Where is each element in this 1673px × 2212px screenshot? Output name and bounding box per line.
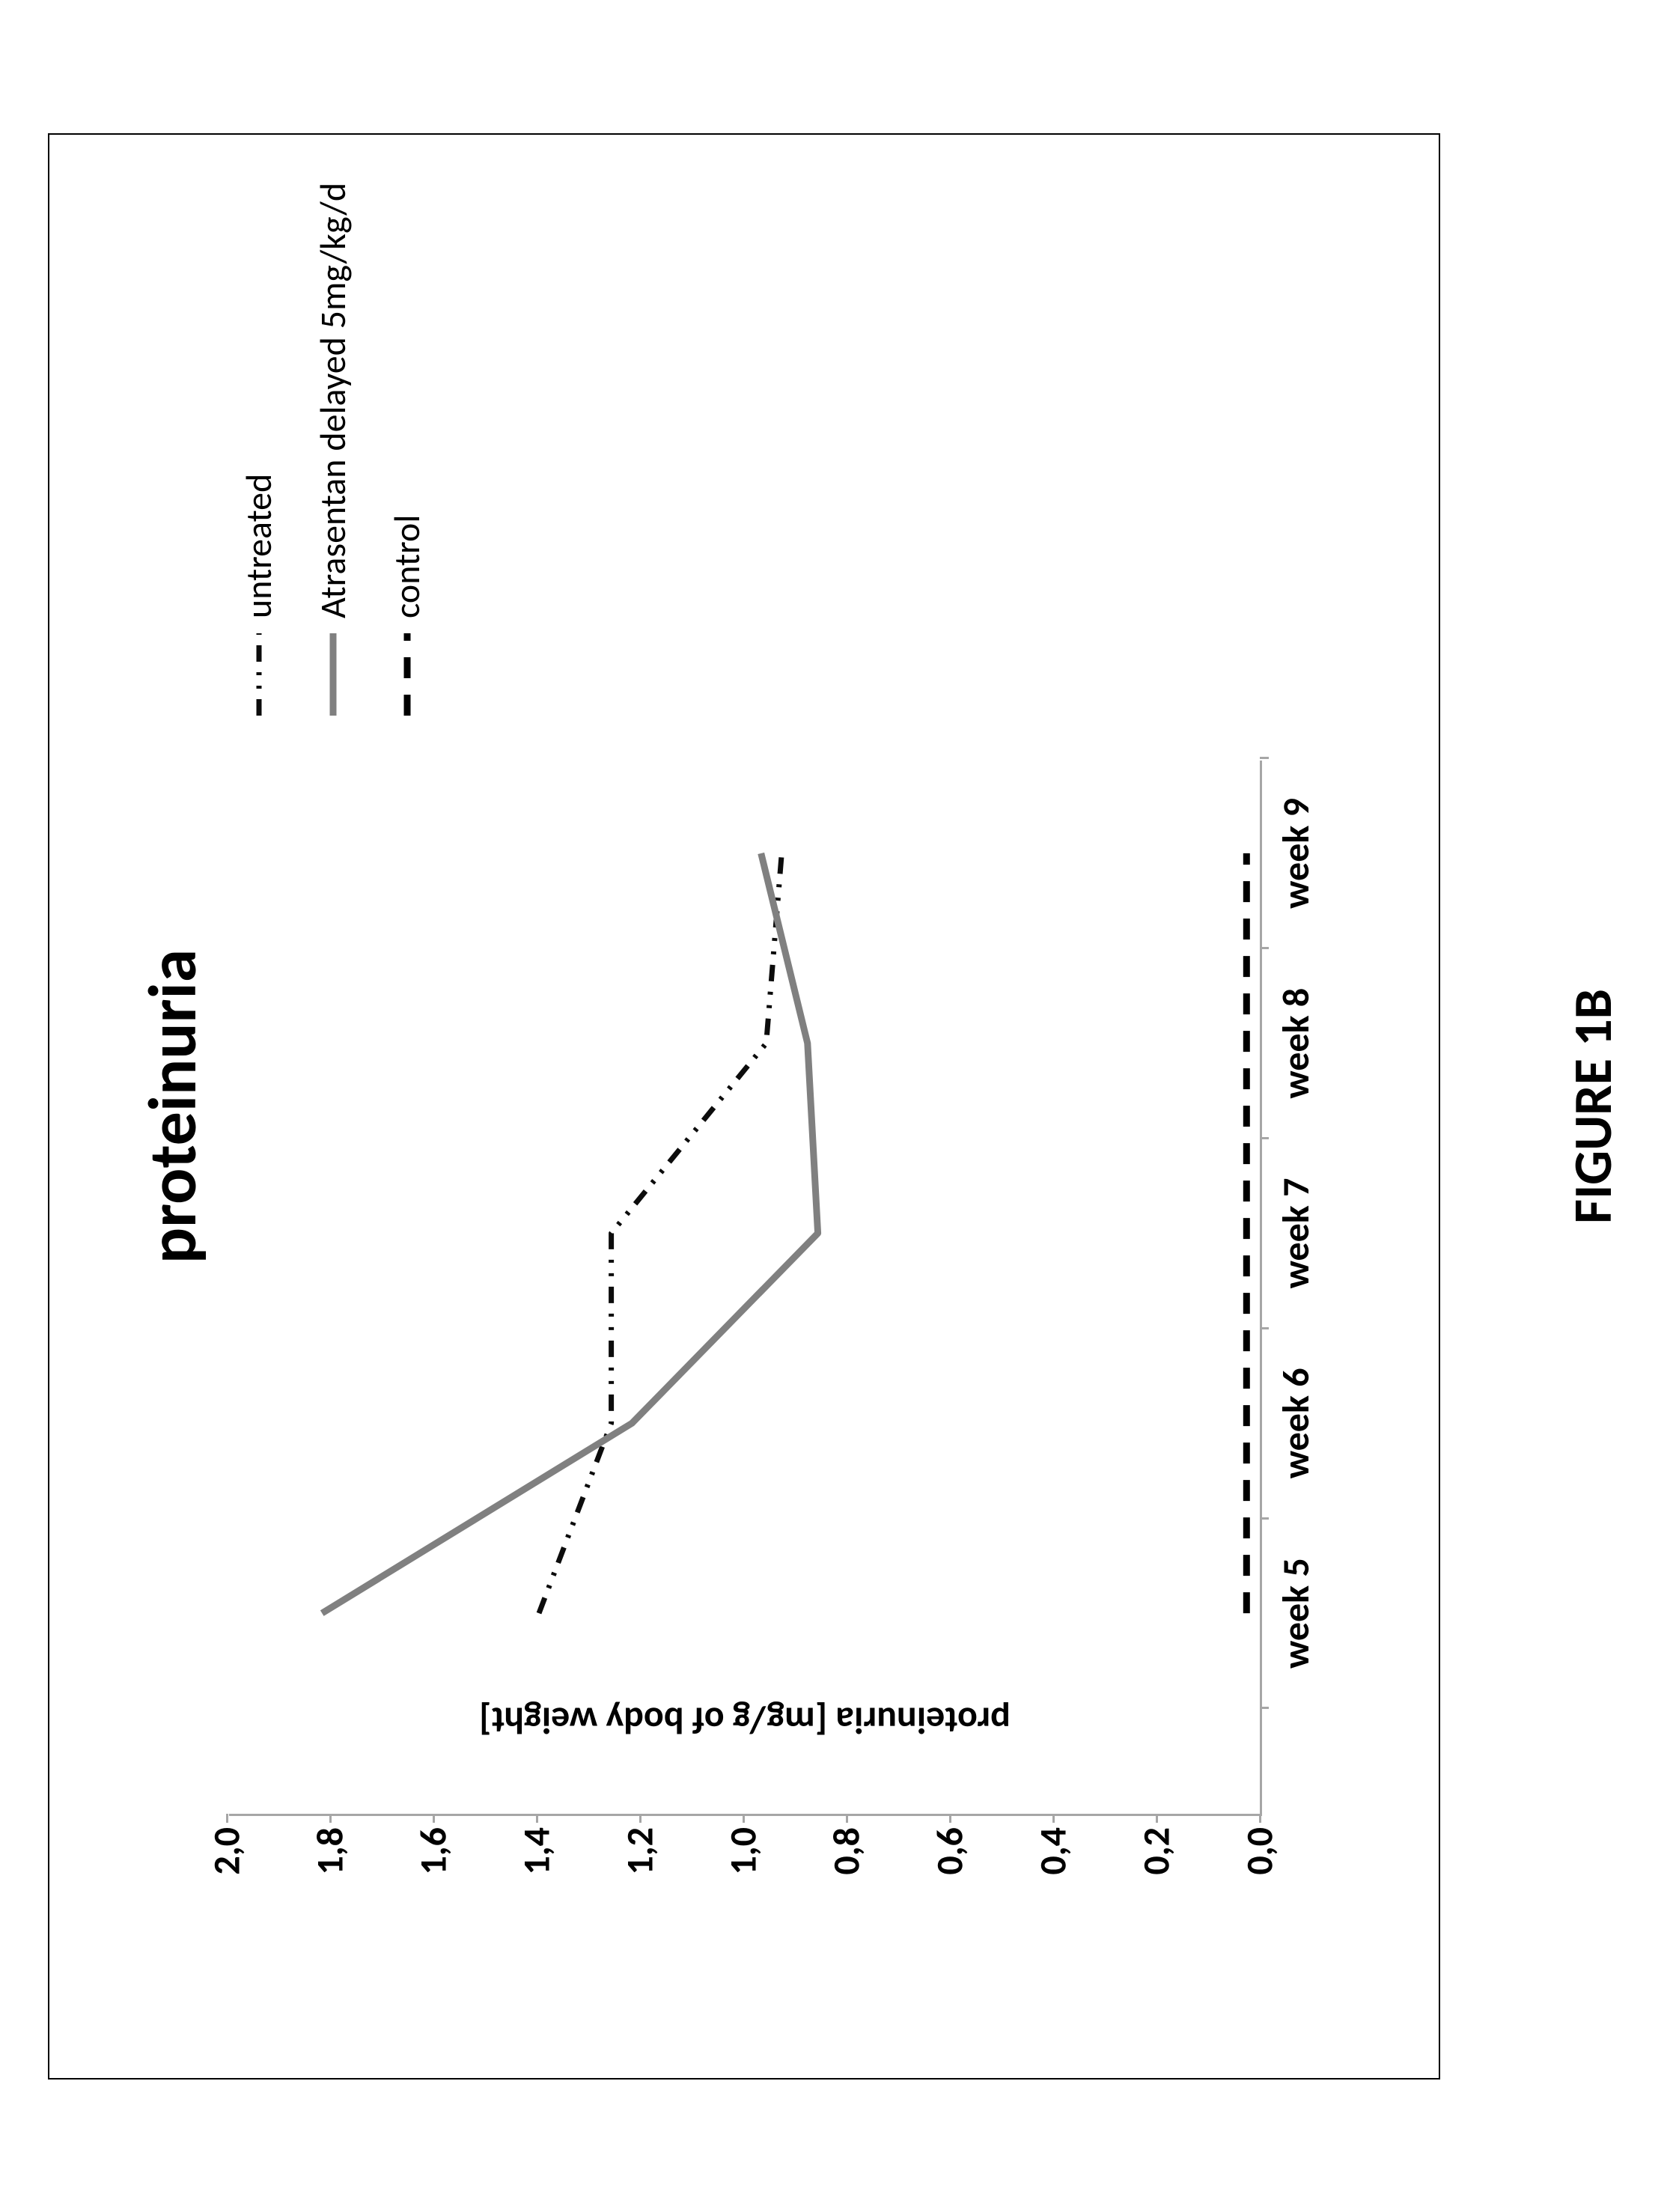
y-tick-label: 1,2 bbox=[617, 1827, 662, 1875]
legend-swatch bbox=[326, 633, 339, 716]
x-tick-mark bbox=[1260, 1707, 1269, 1709]
y-tick-label: 0,8 bbox=[823, 1827, 869, 1875]
x-tick-mark bbox=[1260, 1326, 1269, 1329]
y-tick-mark bbox=[639, 1814, 641, 1823]
legend-swatch bbox=[400, 633, 413, 716]
x-tick-label: week 8 bbox=[1273, 987, 1319, 1098]
y-tick-label: 0,6 bbox=[927, 1827, 972, 1875]
y-tick-label: 2,0 bbox=[204, 1827, 249, 1875]
x-tick-mark bbox=[1260, 947, 1269, 949]
y-tick-label: 0,4 bbox=[1030, 1827, 1076, 1875]
rotated-container: proteinuria proteinuria [mg/g of body we… bbox=[48, 133, 1626, 2080]
y-tick-label: 1,6 bbox=[410, 1827, 456, 1875]
chart-title: proteinuria bbox=[132, 135, 214, 2078]
x-tick-label: week 7 bbox=[1273, 1177, 1319, 1288]
x-tick-label: week 5 bbox=[1273, 1558, 1319, 1669]
plot-area: proteinuria [mg/g of body weight] 0,00,2… bbox=[229, 761, 1262, 1816]
y-tick-label: 0,0 bbox=[1237, 1827, 1282, 1875]
legend-label: untreated bbox=[237, 473, 281, 618]
y-tick-mark bbox=[329, 1814, 331, 1823]
y-tick-mark bbox=[948, 1814, 951, 1823]
series-line bbox=[322, 853, 817, 1612]
y-tick-label: 1,8 bbox=[307, 1827, 353, 1875]
page: proteinuria proteinuria [mg/g of body we… bbox=[0, 0, 1673, 2212]
y-tick-mark bbox=[742, 1814, 744, 1823]
x-tick-mark bbox=[1260, 1137, 1269, 1139]
y-tick-mark bbox=[1052, 1814, 1054, 1823]
y-tick-mark bbox=[845, 1814, 847, 1823]
y-tick-mark bbox=[1258, 1814, 1261, 1823]
y-tick-mark bbox=[535, 1814, 537, 1823]
legend: untreated Atrasentan delayed 5mg/kg/d cont… bbox=[237, 182, 429, 715]
x-tick-mark bbox=[1260, 1517, 1269, 1519]
y-tick-label: 1,0 bbox=[720, 1827, 766, 1875]
line-chart-svg bbox=[229, 758, 1262, 1814]
x-tick-label: week 6 bbox=[1273, 1368, 1319, 1478]
y-tick-label: 1,4 bbox=[514, 1827, 559, 1875]
legend-swatch bbox=[252, 633, 265, 716]
series-line bbox=[539, 853, 781, 1612]
legend-item: untreated bbox=[237, 182, 281, 715]
y-tick-mark bbox=[1155, 1814, 1157, 1823]
legend-label: Atrasentan delayed 5mg/kg/d bbox=[311, 182, 355, 618]
legend-item: Atrasentan delayed 5mg/kg/d bbox=[311, 182, 355, 715]
y-tick-mark bbox=[225, 1814, 228, 1823]
y-tick-label: 0,2 bbox=[1133, 1827, 1179, 1875]
figure-caption: FIGURE 1B bbox=[1560, 133, 1626, 2080]
legend-item: control bbox=[385, 182, 429, 715]
x-tick-mark bbox=[1260, 757, 1269, 759]
legend-label: control bbox=[385, 514, 429, 618]
x-tick-label: week 9 bbox=[1273, 797, 1319, 908]
chart-panel: proteinuria proteinuria [mg/g of body we… bbox=[48, 133, 1440, 2080]
y-tick-mark bbox=[432, 1814, 434, 1823]
